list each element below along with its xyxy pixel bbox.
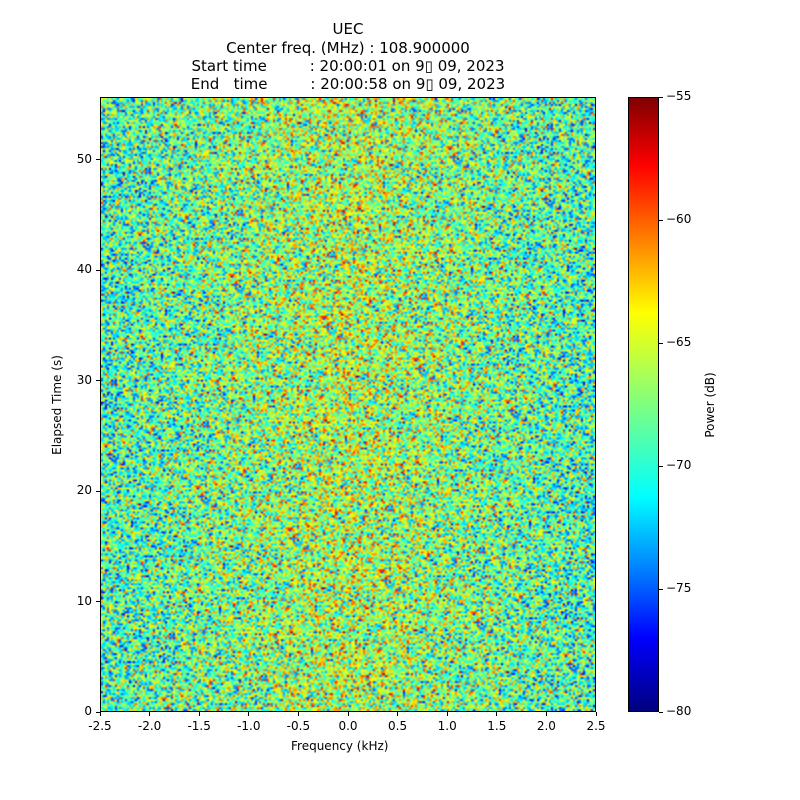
colorbar — [628, 97, 659, 712]
title-line-2: Center freq. (MHz) : 108.900000 — [226, 39, 470, 57]
title-line-4: End time : 20:00:58 on 9▯ 09, 2023 — [190, 75, 506, 93]
y-tick-label: 30 — [76, 372, 92, 387]
x-tick-label: -2.5 — [88, 719, 112, 733]
y-tick-label: 10 — [76, 593, 92, 608]
x-tick-mark — [99, 712, 101, 716]
y-tick-label: 20 — [76, 483, 92, 498]
colorbar-tick-label: −75 — [666, 581, 692, 595]
y-tick-mark — [96, 269, 100, 271]
x-tick-label: -0.5 — [286, 719, 311, 733]
x-tick-mark — [248, 712, 250, 716]
x-tick-mark — [397, 712, 399, 716]
x-tick-label: 0.0 — [338, 719, 358, 733]
colorbar-tick-mark — [659, 588, 663, 590]
y-tick-label: 0 — [84, 704, 92, 718]
colorbar-label: Power (dB) — [703, 372, 717, 438]
y-tick-label: 50 — [76, 151, 92, 166]
x-tick-mark — [149, 712, 151, 716]
x-tick-mark — [496, 712, 498, 716]
colorbar-tick-label: −70 — [666, 458, 692, 472]
x-tick-mark — [595, 712, 597, 716]
colorbar-tick-label: −55 — [666, 89, 692, 103]
x-tick-label: 2.5 — [586, 719, 606, 733]
y-tick-mark — [96, 601, 100, 603]
x-tick-label: -1.5 — [187, 719, 211, 733]
y-axis-label: Elapsed Time (s) — [50, 355, 64, 455]
colorbar-tick-label: −80 — [666, 704, 692, 718]
spectrogram-heatmap — [101, 98, 595, 711]
x-tick-mark — [347, 712, 349, 716]
x-axis-label: Frequency (kHz) — [291, 739, 389, 753]
x-tick-mark — [545, 712, 547, 716]
plot-area-frame — [100, 97, 596, 712]
title-line-1: UEC — [332, 20, 364, 38]
colorbar-tick-mark — [659, 711, 663, 713]
x-tick-label: 1.5 — [487, 719, 507, 733]
colorbar-tick-mark — [659, 219, 663, 221]
y-tick-label: 40 — [76, 262, 92, 277]
x-tick-label: 0.5 — [388, 719, 408, 733]
x-tick-mark — [297, 712, 299, 716]
y-tick-mark — [96, 159, 100, 161]
colorbar-tick-mark — [659, 342, 663, 344]
colorbar-tick-label: −65 — [666, 335, 692, 349]
x-tick-label: -2.0 — [137, 719, 162, 733]
x-tick-mark — [446, 712, 448, 716]
x-tick-label: -1.0 — [237, 719, 261, 733]
x-tick-mark — [198, 712, 200, 716]
title-line-3: Start time : 20:00:01 on 9▯ 09, 2023 — [191, 57, 505, 75]
x-tick-label: 1.0 — [437, 719, 457, 733]
colorbar-tick-label: −60 — [666, 212, 692, 226]
y-tick-mark — [96, 380, 100, 382]
colorbar-tick-mark — [659, 96, 663, 98]
colorbar-tick-mark — [659, 465, 663, 467]
y-tick-mark — [96, 711, 100, 713]
y-tick-mark — [96, 490, 100, 492]
x-tick-label: 2.0 — [536, 719, 556, 733]
